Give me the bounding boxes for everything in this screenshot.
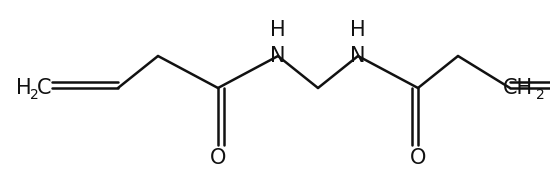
Text: N: N (350, 46, 366, 66)
Text: 2: 2 (536, 88, 544, 102)
Text: O: O (410, 148, 426, 168)
Text: H: H (350, 20, 366, 40)
Text: C: C (37, 78, 51, 98)
Text: 2: 2 (30, 88, 38, 102)
Text: CH: CH (503, 78, 533, 98)
Text: H: H (16, 78, 32, 98)
Text: O: O (210, 148, 226, 168)
Text: H: H (270, 20, 286, 40)
Text: N: N (270, 46, 286, 66)
